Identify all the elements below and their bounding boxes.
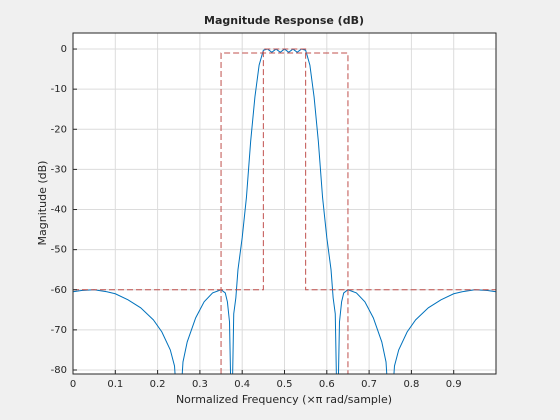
y-tick-label: -10 [51,84,67,95]
series-line [73,48,496,291]
x-tick-label: 0.6 [319,379,335,390]
y-tick-label: -50 [51,245,67,256]
x-tick-label: 0.2 [150,379,166,390]
y-tick-label: -20 [51,124,67,135]
x-axis-label: Normalized Frequency (×π rad/sample) [176,393,392,406]
series-line [220,52,349,374]
y-tick-label: -60 [51,285,67,296]
x-tick-label: 0.5 [277,379,293,390]
y-axis-label: Magnitude (dB) [36,161,49,246]
x-tick-label: 0.7 [361,379,377,390]
y-tick-label: 0 [61,44,67,55]
x-tick-label: 0 [70,379,76,390]
x-tick-label: 0.8 [403,379,419,390]
x-tick-label: 0.1 [107,379,123,390]
y-tick-label: -80 [51,365,67,376]
y-tick-label: -30 [51,164,67,175]
y-tick-label: -70 [51,325,67,336]
chart-title: Magnitude Response (dB) [204,14,364,27]
x-tick-label: 0.3 [192,379,208,390]
x-tick-label: 0.9 [446,379,462,390]
x-tick-label: 0.4 [234,379,250,390]
y-tick-label: -40 [51,205,67,216]
